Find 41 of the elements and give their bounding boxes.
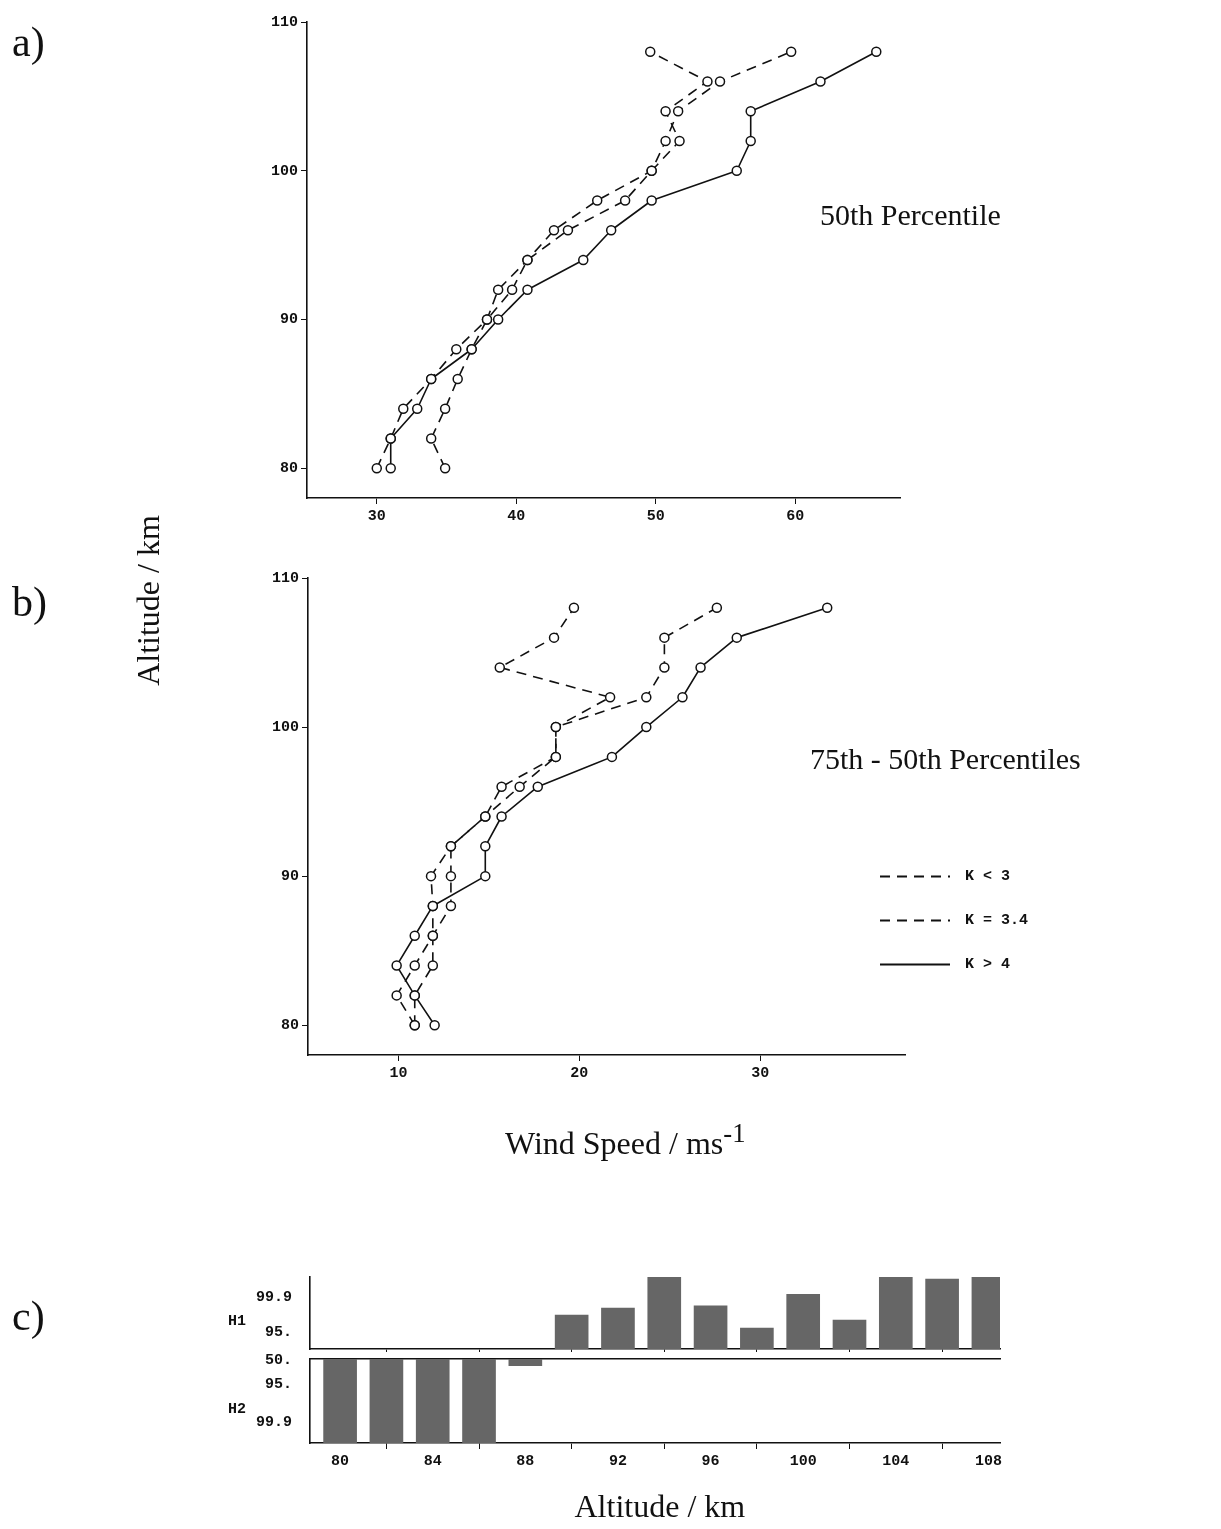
- y-axis-title: H2: [227, 1400, 246, 1418]
- x-axis-title: Altitude / km: [574, 1488, 746, 1525]
- text: 99.9: [256, 1413, 293, 1431]
- x-tick-label: 10: [389, 1064, 408, 1082]
- y-tick-label: 100: [271, 718, 299, 736]
- legend-label: K < 3: [965, 868, 1011, 886]
- x-tick-label: 50: [646, 507, 665, 525]
- text: c): [12, 1292, 45, 1340]
- text: a): [12, 18, 45, 66]
- y-tick-label: 110: [270, 13, 298, 31]
- y-tick-label: 90: [279, 311, 298, 329]
- x-tick-label: 108: [974, 1452, 1002, 1470]
- x-tick-label: 92: [608, 1452, 627, 1470]
- y-tick-label: 80: [280, 1016, 299, 1034]
- y-tick-label: 100: [270, 162, 298, 180]
- x-tick-label: 96: [701, 1452, 720, 1470]
- x-axis-title: Wind Speed / ms$^{-1}$: [505, 1118, 746, 1162]
- annotation: 50th Percentile: [820, 198, 1001, 232]
- y-axis-title: Altitude / km: [129, 514, 167, 686]
- x-tick-label: 80: [331, 1452, 350, 1470]
- y-axis-title: H1: [227, 1312, 246, 1330]
- legend-label: K > 4: [965, 956, 1011, 974]
- text: 50.: [265, 1351, 293, 1369]
- x-tick-label: 30: [367, 507, 386, 525]
- x-tick-label: 88: [516, 1452, 535, 1470]
- x-tick-label: 60: [786, 507, 805, 525]
- x-tick-label: 84: [423, 1452, 442, 1470]
- annotation: 75th - 50th Percentiles: [810, 742, 1081, 776]
- y-tick-label: 110: [271, 569, 299, 587]
- y-tick-label: 80: [279, 460, 298, 478]
- text: b): [12, 578, 47, 626]
- x-tick-label: 20: [570, 1064, 589, 1082]
- y-tick-label: 90: [280, 867, 299, 885]
- text: 95.: [265, 1323, 293, 1341]
- x-tick-label: 30: [751, 1064, 770, 1082]
- x-tick-label: 40: [507, 507, 526, 525]
- legend-label: K = 3.4: [965, 912, 1029, 930]
- text: 95.: [265, 1375, 293, 1393]
- x-tick-label: 104: [882, 1452, 910, 1470]
- x-tick-label: 100: [789, 1452, 817, 1470]
- text: 99.9: [256, 1288, 293, 1306]
